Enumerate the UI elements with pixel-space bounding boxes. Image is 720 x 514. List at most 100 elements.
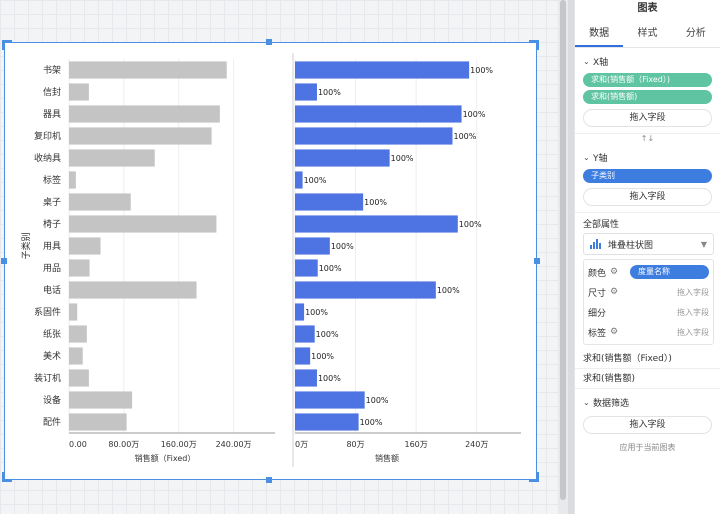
bar bbox=[69, 237, 101, 255]
y-drop-field[interactable]: 拖入字段 bbox=[583, 188, 712, 206]
resize-corner-tl[interactable] bbox=[2, 40, 12, 50]
category-label: 标签 bbox=[43, 174, 61, 186]
x-field-sales[interactable]: 求和(销售额) bbox=[583, 90, 712, 104]
enc-detail-value[interactable]: 拖入字段 bbox=[677, 307, 709, 317]
caret-down-icon[interactable]: ▼ bbox=[700, 239, 707, 249]
chevron-down-icon[interactable]: ⌄ bbox=[583, 397, 590, 407]
panel-title: 图表 bbox=[637, 3, 658, 14]
bar bbox=[69, 369, 89, 387]
y-field-subcategory[interactable]: 子类别 bbox=[583, 169, 712, 183]
enc-tag-label: 标签 bbox=[588, 328, 607, 339]
category-label: 配件 bbox=[43, 416, 61, 428]
enc-color-label: 颜色 bbox=[588, 268, 607, 279]
all-properties-label: 全部属性 bbox=[583, 220, 620, 230]
bar bbox=[69, 127, 212, 145]
gear-icon[interactable]: ⚙ bbox=[610, 267, 619, 277]
chevron-down-icon[interactable]: ⌄ bbox=[583, 152, 590, 162]
bar bbox=[295, 347, 311, 365]
category-label: 器具 bbox=[43, 109, 61, 120]
y-axis-title: 子类别 bbox=[20, 232, 32, 259]
enc-size-label: 尺寸 bbox=[588, 288, 607, 299]
resize-handle-top[interactable] bbox=[266, 39, 272, 45]
resize-handle-right[interactable] bbox=[534, 258, 540, 264]
filter-drop-field[interactable]: 拖入字段 bbox=[583, 416, 712, 434]
data-label: 100% bbox=[453, 132, 476, 141]
bar bbox=[69, 215, 217, 233]
scrollbar-thumb[interactable] bbox=[560, 0, 566, 500]
bar bbox=[295, 105, 462, 123]
bar bbox=[295, 281, 436, 299]
apply-to-chart[interactable]: 应用于当前图表 bbox=[619, 443, 676, 452]
resize-handle-left[interactable] bbox=[1, 258, 7, 264]
bar bbox=[69, 193, 131, 211]
tick-label: 80.00万 bbox=[108, 440, 139, 449]
bar bbox=[295, 215, 458, 233]
measure-sales[interactable]: 求和(销售额) bbox=[575, 369, 720, 389]
bar bbox=[295, 369, 317, 387]
tick-label: 0.00 bbox=[69, 440, 87, 449]
chart-card[interactable]: 子类别 书架 信封 器具 复印机 收纳具 标签 桌子 椅子 用具 用品 电话 系固件 纸张 美术 装订机 设备配… bbox=[4, 42, 537, 480]
bar bbox=[69, 259, 90, 277]
chart-type-label: 堆叠柱状图 bbox=[608, 240, 654, 251]
swap-axes-icon[interactable]: ↑↓ bbox=[640, 134, 655, 143]
chevron-down-icon[interactable]: ⌄ bbox=[583, 56, 590, 66]
gear-icon[interactable]: ⚙ bbox=[610, 287, 619, 297]
data-label: 100% bbox=[319, 264, 342, 273]
bar bbox=[69, 347, 83, 365]
category-label: 复印机 bbox=[34, 130, 61, 142]
data-label: 100% bbox=[364, 198, 387, 207]
x-axis-header[interactable]: ⌄ X轴 bbox=[583, 52, 712, 70]
enc-detail-label: 细分 bbox=[588, 308, 607, 319]
resize-corner-bl[interactable] bbox=[2, 472, 12, 482]
enc-size-row[interactable]: 尺寸 ⚙ 拖入字段 bbox=[588, 282, 709, 302]
data-label: 100% bbox=[304, 176, 327, 185]
bar bbox=[69, 171, 76, 189]
category-label: 纸张 bbox=[43, 328, 61, 340]
bar bbox=[69, 413, 127, 431]
x-axis-label: X轴 bbox=[593, 57, 609, 68]
bar bbox=[69, 61, 227, 79]
data-label: 100% bbox=[318, 88, 341, 97]
gear-icon[interactable]: ⚙ bbox=[610, 327, 619, 337]
chart-type-select[interactable]: 堆叠柱状图 ▼ bbox=[583, 233, 714, 255]
tick-label: 80万 bbox=[346, 440, 364, 449]
resize-handle-bottom[interactable] bbox=[266, 477, 272, 483]
enc-size-value[interactable]: 拖入字段 bbox=[677, 287, 709, 297]
canvas-area[interactable]: 子类别 书架 信封 器具 复印机 收纳具 标签 桌子 椅子 用具 用品 电话 系固件 纸张 美术 装订机 设备配… bbox=[0, 0, 568, 514]
data-label: 100% bbox=[391, 154, 414, 163]
resize-corner-tr[interactable] bbox=[529, 40, 539, 50]
enc-color-value[interactable]: 度量名称 bbox=[630, 265, 709, 279]
y-axis-header[interactable]: ⌄ Y轴 bbox=[583, 148, 712, 166]
bar bbox=[295, 193, 364, 211]
data-label: 100% bbox=[318, 374, 341, 383]
bar bbox=[69, 83, 89, 101]
filter-header[interactable]: ⌄ 数据筛选 bbox=[583, 393, 712, 411]
panel-divider[interactable] bbox=[568, 0, 574, 514]
tab-analysis[interactable]: 分析 bbox=[685, 28, 706, 39]
tab-style[interactable]: 样式 bbox=[637, 28, 658, 39]
chart: 子类别 书架信封器具复印机收纳具标签桌子椅子用具用品电话系固件纸张美术装订机设备配… bbox=[20, 53, 521, 467]
data-label: 100% bbox=[316, 330, 339, 339]
tick-label: 240.00万 bbox=[216, 440, 252, 449]
enc-tag-row[interactable]: 标签 ⚙ 拖入字段 bbox=[588, 322, 709, 342]
category-label: 椅子 bbox=[43, 218, 61, 230]
bar bbox=[295, 325, 315, 343]
tab-data[interactable]: 数据 bbox=[575, 22, 624, 47]
data-label: 100% bbox=[331, 242, 354, 251]
properties-panel: 图表 数据 样式 分析 ⌄ X轴 求和(销售额（Fixed）) 求和(销售额) … bbox=[574, 0, 720, 514]
y-axis-section: ⌄ Y轴 子类别 拖入字段 bbox=[575, 144, 720, 213]
canvas-scrollbar[interactable] bbox=[558, 0, 568, 514]
resize-corner-br[interactable] bbox=[529, 472, 539, 482]
bar bbox=[69, 281, 197, 299]
enc-tag-value[interactable]: 拖入字段 bbox=[677, 327, 709, 337]
category-label: 书架 bbox=[43, 65, 61, 76]
measure-fixed[interactable]: 求和(销售额（Fixed）) bbox=[575, 349, 720, 369]
data-label: 100% bbox=[305, 308, 328, 317]
filter-section: ⌄ 数据筛选 拖入字段 应用于当前图表 bbox=[575, 389, 720, 459]
bar bbox=[295, 127, 453, 145]
x-drop-field[interactable]: 拖入字段 bbox=[583, 109, 712, 127]
bar bbox=[69, 105, 220, 123]
enc-detail-row[interactable]: 细分 拖入字段 bbox=[588, 302, 709, 322]
x-field-fixed[interactable]: 求和(销售额（Fixed）) bbox=[583, 73, 712, 87]
enc-color-row[interactable]: 颜色 ⚙ 度量名称 bbox=[588, 262, 709, 282]
